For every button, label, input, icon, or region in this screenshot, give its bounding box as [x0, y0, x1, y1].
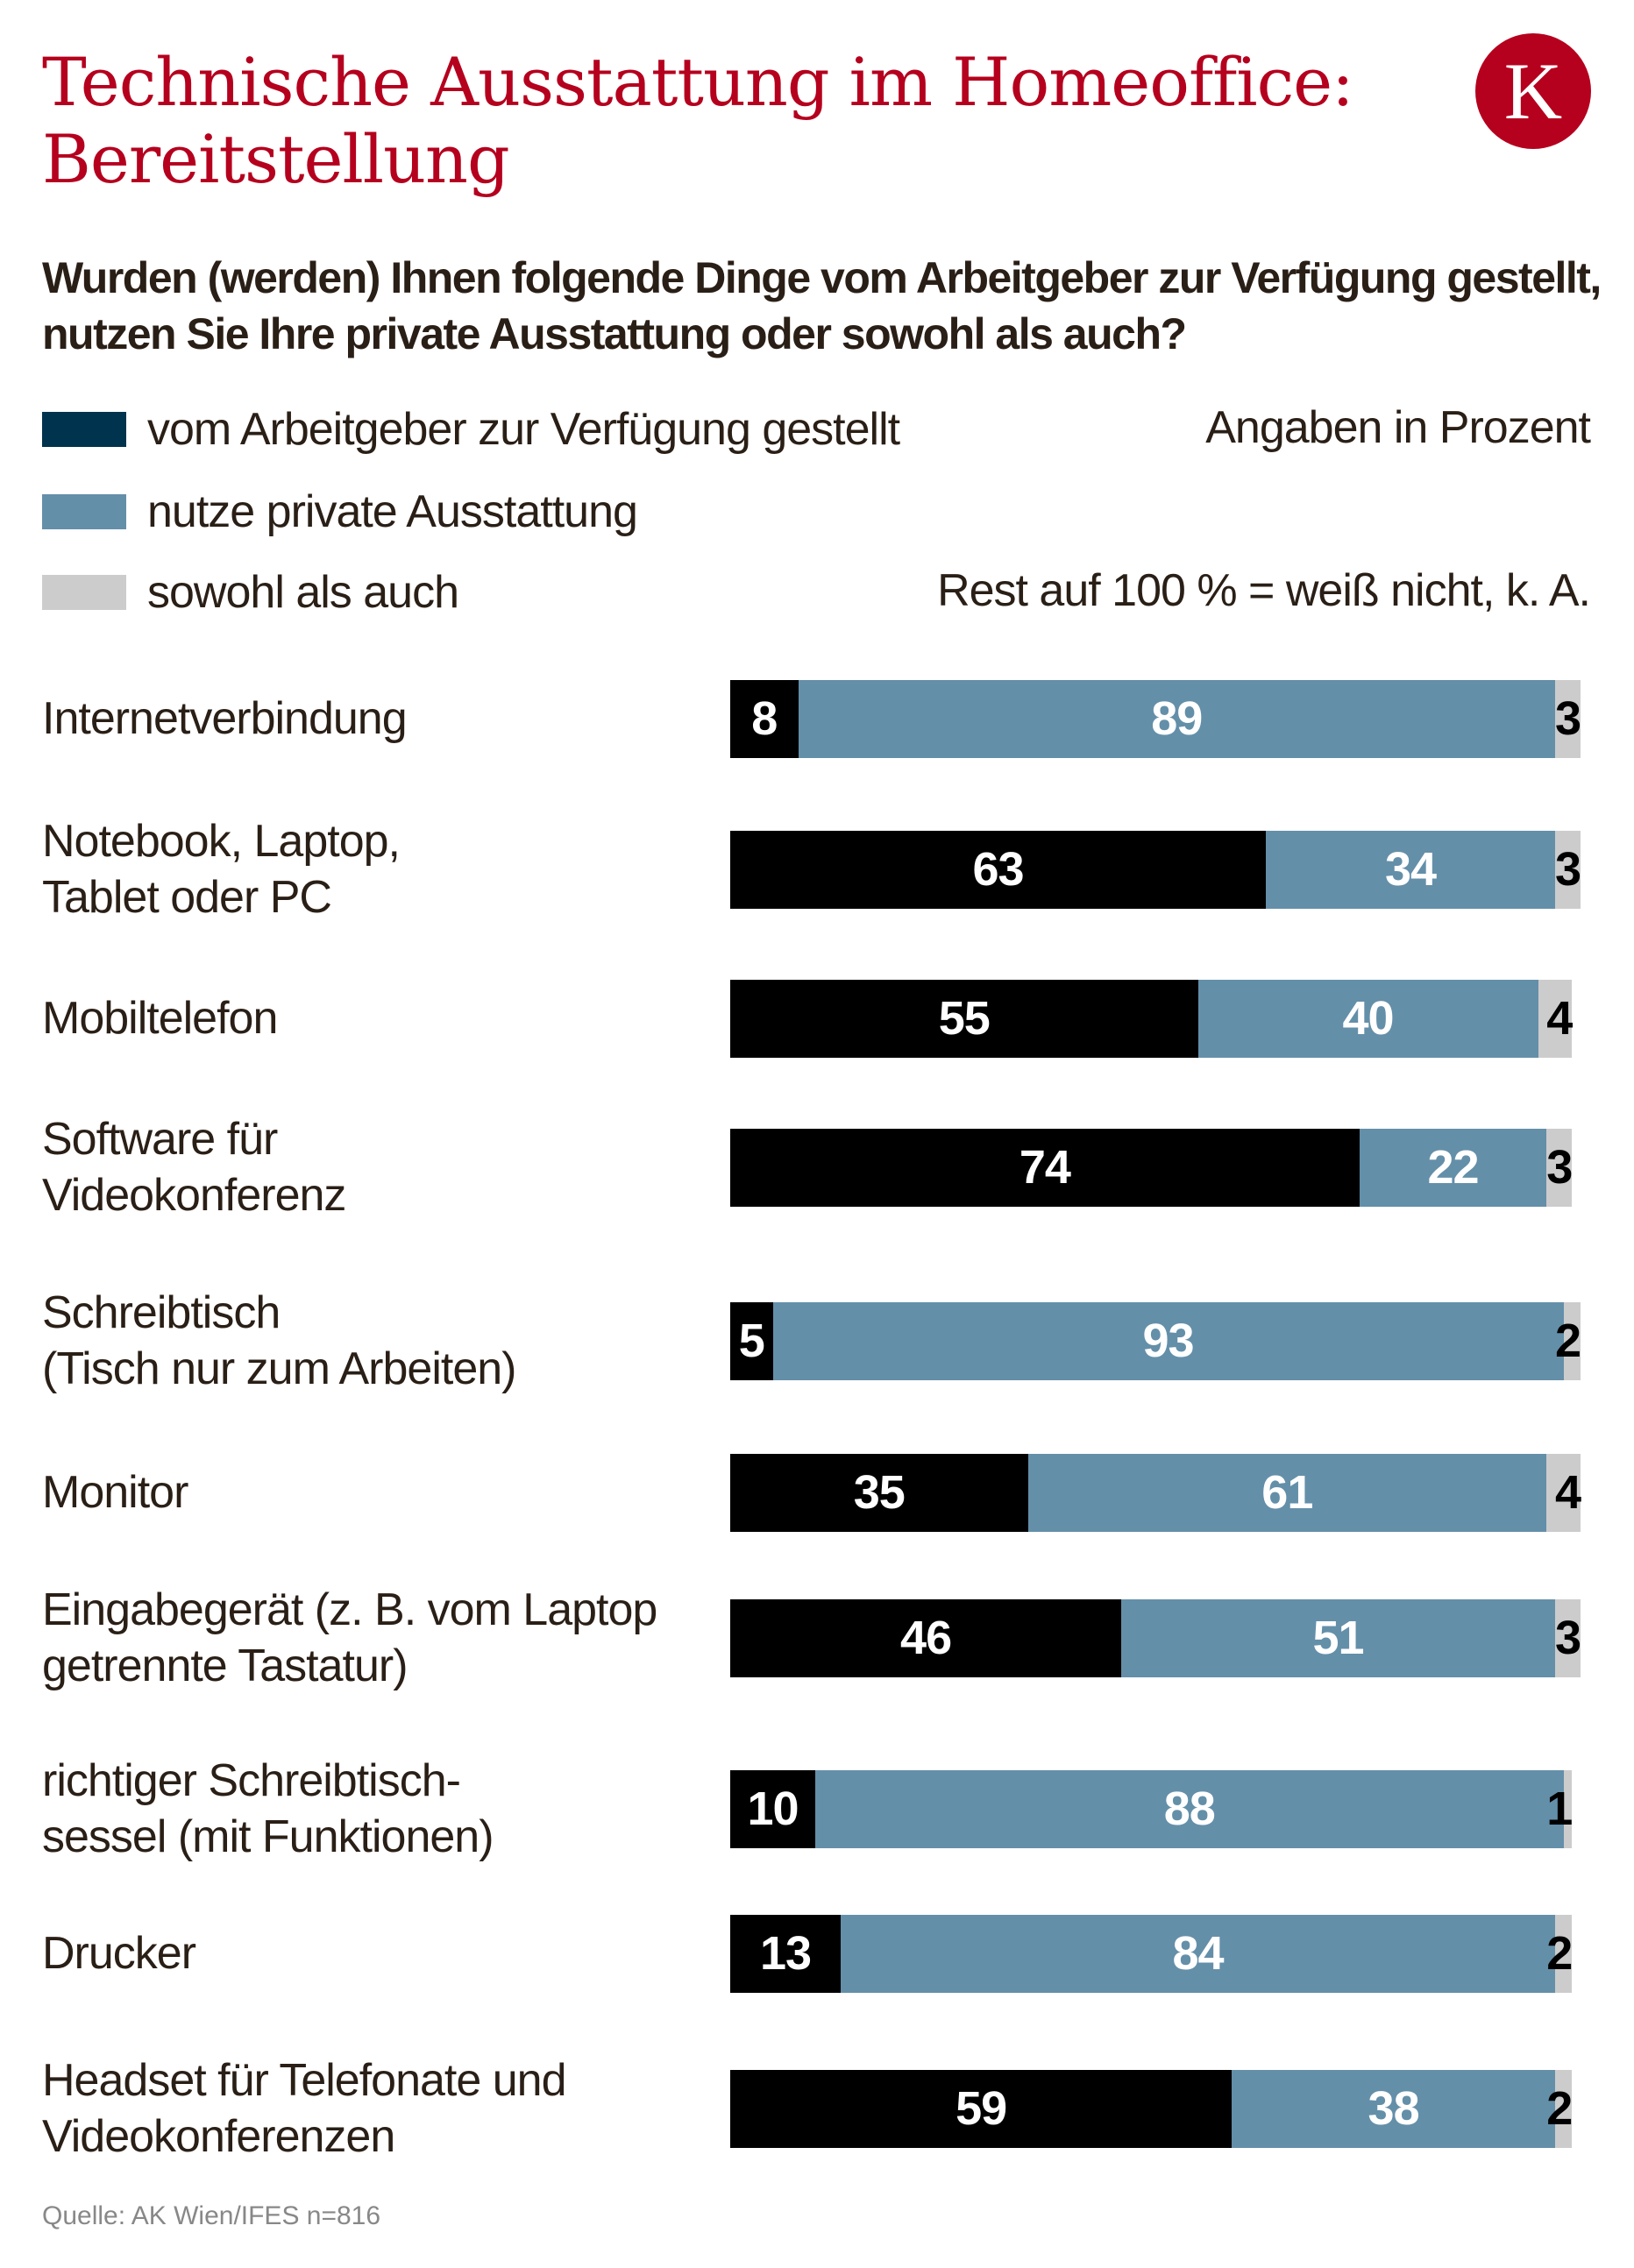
bar-segment-employer: [730, 1453, 1028, 1532]
bar-segment-private: [798, 679, 1555, 758]
bar-segment-both: [1563, 1301, 1581, 1380]
publisher-logo: K: [1475, 33, 1591, 149]
category-label: Monitor: [42, 1467, 188, 1518]
data-label-both: 1: [1546, 1782, 1573, 1835]
chart-subtitle: Wurden (werden) Ihnen folgende Dinge vom…: [42, 253, 1602, 358]
data-label-both: 2: [1546, 2081, 1573, 2135]
title-line-2: Bereitstellung: [42, 120, 510, 198]
legend-item-private: nutze private Ausstattung: [42, 485, 638, 538]
bar-segment-employer: [730, 1128, 1360, 1207]
data-label-employer: 46: [900, 1611, 952, 1664]
data-label-private: 88: [1163, 1782, 1216, 1835]
bar-segment-private: [1121, 1598, 1555, 1677]
bar-segment-both: [1554, 1598, 1581, 1677]
bar-segment-private: [841, 1914, 1555, 1993]
category-label: richtiger Schreibtisch-sessel (mit Funkt…: [42, 1755, 494, 1862]
bar-segment-employer: [730, 2069, 1233, 2148]
legend-label: nutze private Ausstattung: [147, 486, 638, 537]
legend-item-both: sowohl als auch: [42, 566, 459, 619]
data-label-both: 3: [1554, 691, 1581, 745]
data-label-both: 3: [1546, 1140, 1573, 1194]
data-label-employer: 13: [760, 1926, 812, 1980]
data-label-employer: 55: [938, 991, 991, 1045]
bar-segment-employer: [730, 679, 799, 758]
chart-title: Technische Ausstattung im Homeoffice: Ber…: [42, 43, 1354, 198]
data-label-private: 93: [1142, 1314, 1195, 1367]
bar-segment-private: [1266, 830, 1555, 909]
bar-segment-both: [1538, 979, 1573, 1058]
bar-segment-both: [1546, 1453, 1581, 1532]
data-label-both: 3: [1554, 842, 1581, 896]
bar-segment-employer: [730, 1301, 773, 1380]
category-label: Drucker: [42, 1928, 196, 1979]
bar-segment-employer: [730, 830, 1267, 909]
bar-segment-both: [1554, 1914, 1573, 1993]
category-label: Software für Videokonferenz: [42, 1114, 346, 1221]
data-label-both: 4: [1554, 1465, 1581, 1519]
bar-segment-both: [1554, 679, 1581, 758]
title-line-1: Technische Ausstattung im Homeoffice:: [42, 43, 1354, 121]
data-label-private: 22: [1427, 1140, 1479, 1194]
bar-segment-employer: [730, 1914, 842, 1993]
data-label-employer: 5: [738, 1314, 765, 1367]
rest-note: Rest auf 100 % = weiß nicht, k. A.: [937, 565, 1591, 616]
bar-segment-private: [1359, 1128, 1547, 1207]
bar-segment-both: [1554, 830, 1581, 909]
bar-segment-private: [1027, 1453, 1547, 1532]
data-label-both: 2: [1546, 1926, 1573, 1980]
category-label: Schreibtisch (Tisch nur zum Arbeiten): [42, 1287, 516, 1394]
data-label-private: 61: [1261, 1465, 1313, 1519]
units-note: Angaben in Prozent: [1205, 402, 1591, 453]
data-label-both: 4: [1546, 991, 1573, 1045]
category-label: Eingabegerät (z. B. vom Laptop getrennte …: [42, 1584, 657, 1691]
bar-segment-employer: [730, 979, 1198, 1058]
data-label-private: 89: [1151, 691, 1203, 745]
legend-swatch-employer: [42, 412, 126, 447]
category-label: Notebook, Laptop, Tablet oder PC: [42, 816, 401, 923]
source-note: Quelle: AK Wien/IFES n=816: [42, 2201, 381, 2230]
data-label-employer: 59: [956, 2081, 1007, 2135]
bar-segment-employer: [730, 1598, 1122, 1677]
category-label: Internetverbindung: [42, 693, 408, 744]
data-label-both: 2: [1554, 1314, 1581, 1367]
bar-segment-both: [1546, 1128, 1573, 1207]
data-label-both: 3: [1554, 1611, 1581, 1664]
data-label-private: 51: [1312, 1611, 1364, 1664]
data-label-employer: 8: [751, 691, 778, 745]
legend-label: sowohl als auch: [147, 567, 459, 618]
data-label-private: 84: [1172, 1926, 1224, 1980]
legend-item-employer: vom Arbeitgeber zur Verfügung gestellt: [42, 403, 900, 456]
bar-segment-private: [815, 1769, 1564, 1848]
bar-segment-private: [1232, 2069, 1555, 2148]
data-label-employer: 63: [972, 842, 1025, 896]
legend-label: vom Arbeitgeber zur Verfügung gestellt: [147, 404, 900, 455]
data-label-private: 40: [1342, 991, 1394, 1045]
category-label: Mobiltelefon: [42, 993, 278, 1044]
bar-segment-private: [1197, 979, 1538, 1058]
legend-swatch-both: [42, 575, 126, 610]
legend-swatch-private: [42, 494, 126, 529]
data-label-private: 38: [1368, 2081, 1420, 2135]
bar-segment-both: [1554, 2069, 1573, 2148]
data-label-employer: 35: [853, 1465, 906, 1519]
data-label-employer: 74: [1019, 1140, 1071, 1194]
data-label-employer: 10: [747, 1782, 799, 1835]
bar-segment-private: [772, 1301, 1564, 1380]
bar-segment-both: [1563, 1769, 1573, 1848]
bar-segment-employer: [730, 1769, 815, 1848]
data-label-private: 34: [1384, 842, 1437, 896]
category-label: Headset für Telefonate und Videokonferenz…: [42, 2055, 567, 2162]
